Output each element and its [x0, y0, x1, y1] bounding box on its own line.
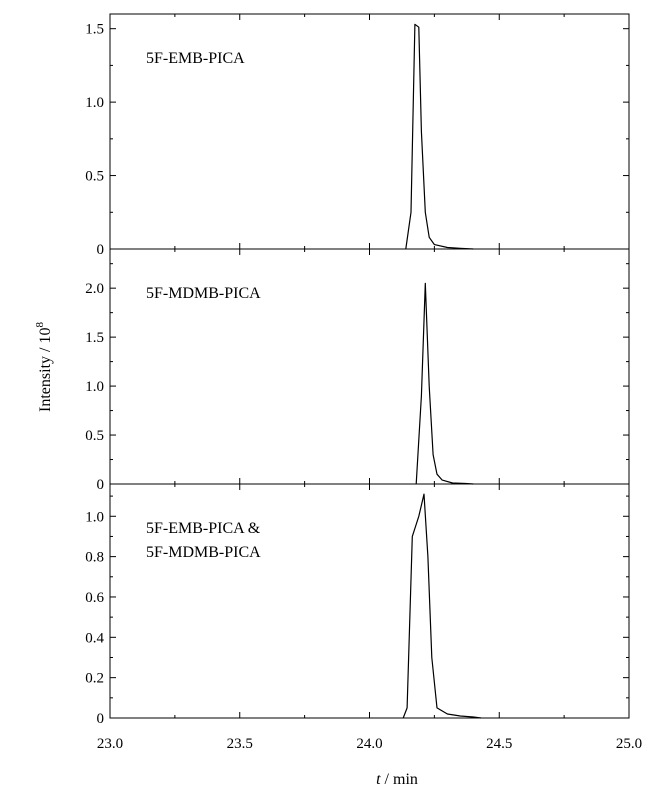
x-tick-label: 23.0 [97, 736, 123, 752]
y-tick-label: 1.5 [85, 22, 104, 38]
chromatogram-trace [402, 493, 482, 719]
y-tick-label: 0.5 [85, 428, 104, 444]
y-tick-label: 1.0 [85, 379, 104, 395]
y-tick-label: 0.5 [85, 169, 104, 185]
panels: 0 0.5 1.0 1.5 5F-EMB-PICA 0 0.5 1.0 1.5 2.0 5F-MDM… [85, 13, 630, 727]
y-tick-label: 0 [97, 477, 105, 493]
x-tick-label: 24.5 [486, 736, 512, 752]
panel-label: 5F-EMB-PICA [146, 50, 245, 67]
panel-2: 0 0.5 1.0 1.5 2.0 5F-MDMB-PICA [85, 248, 630, 493]
panel-1: 0 0.5 1.0 1.5 5F-EMB-PICA [85, 13, 630, 258]
y-tick-label: 1.5 [85, 330, 104, 346]
y-tick-label: 1.0 [85, 509, 104, 525]
panel-label: 5F-EMB-PICA & 5F-MDMB-PICA [146, 520, 261, 561]
chromatogram-trace [405, 23, 474, 250]
panel-3: 0 0.2 0.4 0.6 0.8 1.0 5F-EMB-PICA & 5F-MDMB-PIC… [85, 483, 630, 727]
y-tick-label: 1.0 [85, 95, 104, 111]
chromatogram-trace [415, 282, 474, 485]
panel-label-line: 5F-MDMB-PICA [146, 544, 261, 561]
panel-label-line: 5F-EMB-PICA [146, 50, 245, 67]
y-tick-label: 0.4 [85, 630, 104, 646]
y-axis-label-base: Intensity / 10 [37, 328, 54, 412]
y-axis-label: Intensity / 108 [34, 322, 54, 412]
panel-label-line: 5F-EMB-PICA & [146, 520, 261, 537]
y-tick-label: 0 [97, 711, 105, 727]
panel-label-line: 5F-MDMB-PICA [146, 285, 261, 302]
x-axis: 23.0 23.5 24.0 24.5 25.0 [97, 736, 642, 752]
panel-label: 5F-MDMB-PICA [146, 285, 261, 302]
y-tick-label: 2.0 [85, 281, 104, 297]
x-axis-label: t / min [376, 771, 418, 788]
x-tick-label: 23.5 [227, 736, 253, 752]
x-axis-label-variable: t [376, 771, 381, 788]
y-axis-label-exponent: 8 [34, 322, 46, 328]
y-tick-label: 0.8 [85, 550, 104, 566]
x-tick-label: 24.0 [356, 736, 382, 752]
x-axis-label-unit: / min [381, 771, 418, 788]
y-tick-label: 0 [97, 242, 105, 258]
y-tick-label: 0.6 [85, 590, 104, 606]
x-tick-label: 25.0 [616, 736, 642, 752]
y-tick-label: 0.2 [85, 671, 104, 687]
